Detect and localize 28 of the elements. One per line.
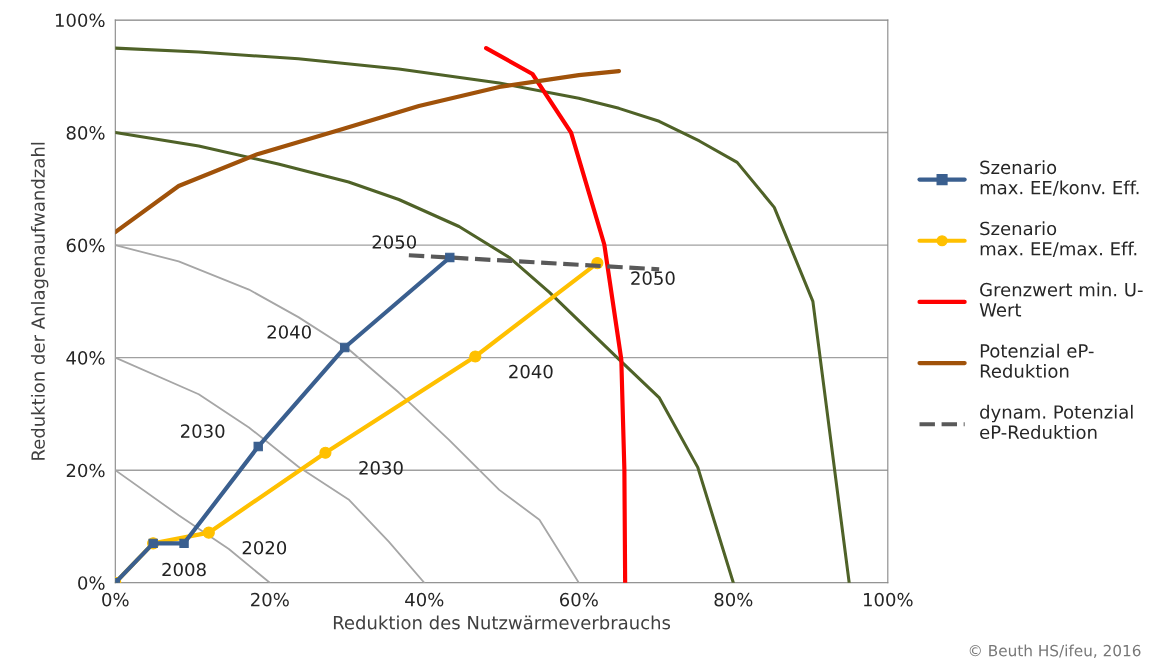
annotation: 2030 [181,424,225,438]
annotation: 2008 [162,562,206,577]
annotation: 2020 [242,540,287,555]
legend-label: Potenzial eP- Reduktion [980,343,1094,378]
x-tick-label: 100% [863,592,913,607]
x-tick-label: 40% [405,592,444,607]
x-tick-label: 20% [251,592,289,607]
annotation: 2030 [359,461,403,475]
legend-label: dynam. Potenzial eP-Reduktion [980,404,1133,440]
y-axis-title: Reduktion der Anlagenaufwandzahl [30,142,49,460]
y-tick-label: 0% [78,576,105,590]
annotation: 2050 [631,271,675,285]
y-tick-label: 20% [66,463,105,478]
annotation: 2040 [509,364,553,379]
legend-label: Szenario max. EE/max. Eff. [980,221,1137,257]
x-axis-title: Reduktion des Nutzwärmeverbrauchs [333,615,671,630]
annotation: 2040 [267,325,311,339]
annotation: 2050 [372,235,417,249]
legend-label: Szenario max. EE/konv. Eff. [980,160,1139,196]
x-tick-label: 80% [714,592,753,607]
y-tick-label: 60% [66,238,105,253]
y-tick-label: 100% [55,13,105,28]
legend-label: Grenzwert min. U- Wert [979,282,1143,317]
x-tick-label: 60% [560,592,598,607]
y-tick-label: 40% [66,351,105,365]
text: © Beuth HS/ifeu, 2016 [969,644,1141,658]
y-tick-label: 80% [66,125,105,140]
x-tick-label: 0% [102,592,129,607]
